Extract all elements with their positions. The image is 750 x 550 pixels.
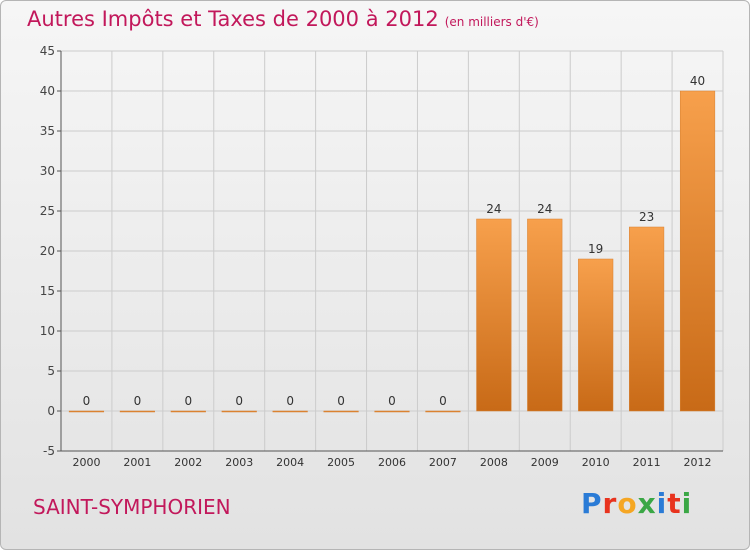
bar-2007	[425, 410, 461, 413]
labels: -5 0 5 10 15 20 25 30 35 40 45 0 2000 0 2001 0 2002 0 2003…	[40, 44, 712, 469]
x-tick-label: 2009	[531, 456, 559, 469]
data-label: 40	[690, 74, 705, 88]
x-tick-label: 2000	[72, 456, 100, 469]
bar-2002	[170, 410, 206, 413]
data-label: 24	[537, 202, 552, 216]
logo-letter: r	[602, 487, 618, 520]
x-tick-label: 2002	[174, 456, 202, 469]
data-label: 0	[388, 394, 396, 408]
x-tick-label: 2005	[327, 456, 355, 469]
x-tick-label: 2006	[378, 456, 406, 469]
grid-lines	[60, 50, 724, 452]
proxiti-logo: Proxiti	[581, 487, 692, 520]
logo-letter: t	[667, 487, 682, 520]
x-tick-label: 2010	[582, 456, 610, 469]
y-tick-label: 25	[40, 204, 55, 218]
x-tick-label: 2001	[123, 456, 151, 469]
data-label: 0	[286, 394, 294, 408]
chart-title: Autres Impôts et Taxes de 2000 à 2012 (en…	[27, 7, 539, 31]
bar-2010	[578, 258, 614, 412]
bar-2000	[68, 410, 105, 413]
logo-letter: P	[581, 487, 603, 520]
bar-2003	[221, 410, 257, 413]
bars	[68, 90, 716, 413]
data-label: 0	[337, 394, 345, 408]
bar-2008	[476, 218, 512, 412]
bar-2001	[119, 410, 155, 413]
bar-2009	[527, 218, 563, 412]
data-label: 0	[235, 394, 243, 408]
data-label: 0	[439, 394, 447, 408]
place-name: SAINT-SYMPHORIEN	[33, 495, 231, 519]
y-tick-label: 0	[47, 404, 55, 418]
y-tick-label: 40	[40, 84, 55, 98]
y-tick-label: 45	[40, 44, 55, 58]
x-tick-label: 2007	[429, 456, 457, 469]
x-tick-label: 2003	[225, 456, 253, 469]
x-tick-label: 2008	[480, 456, 508, 469]
bar-2011	[629, 226, 665, 412]
y-tick-label: -5	[43, 444, 55, 458]
data-label: 24	[486, 202, 501, 216]
logo-letter: x	[637, 487, 657, 520]
bar-2006	[374, 410, 410, 413]
x-tick-label: 2004	[276, 456, 304, 469]
data-label: 23	[639, 210, 654, 224]
y-tick-label: 5	[47, 364, 55, 378]
bar-2012	[679, 90, 716, 412]
data-label: 0	[134, 394, 142, 408]
x-tick-label: 2012	[684, 456, 712, 469]
y-tick-label: 30	[40, 164, 55, 178]
unit-label: (en milliers d'€)	[444, 15, 539, 29]
logo-letter: i	[681, 487, 693, 520]
x-tick-label: 2011	[633, 456, 661, 469]
data-label: 0	[184, 394, 192, 408]
data-label: 0	[83, 394, 91, 408]
y-tick-label: 35	[40, 124, 55, 138]
logo-letter: i	[656, 487, 668, 520]
data-label: 19	[588, 242, 603, 256]
y-tick-label: 10	[40, 324, 55, 338]
logo-letter: o	[617, 487, 638, 520]
y-tick-label: 15	[40, 284, 55, 298]
bar-2004	[272, 410, 308, 413]
title-text: Autres Impôts et Taxes de 2000 à 2012	[27, 7, 439, 31]
bar-2005	[323, 410, 359, 413]
y-tick-label: 20	[40, 244, 55, 258]
axes	[57, 50, 723, 452]
